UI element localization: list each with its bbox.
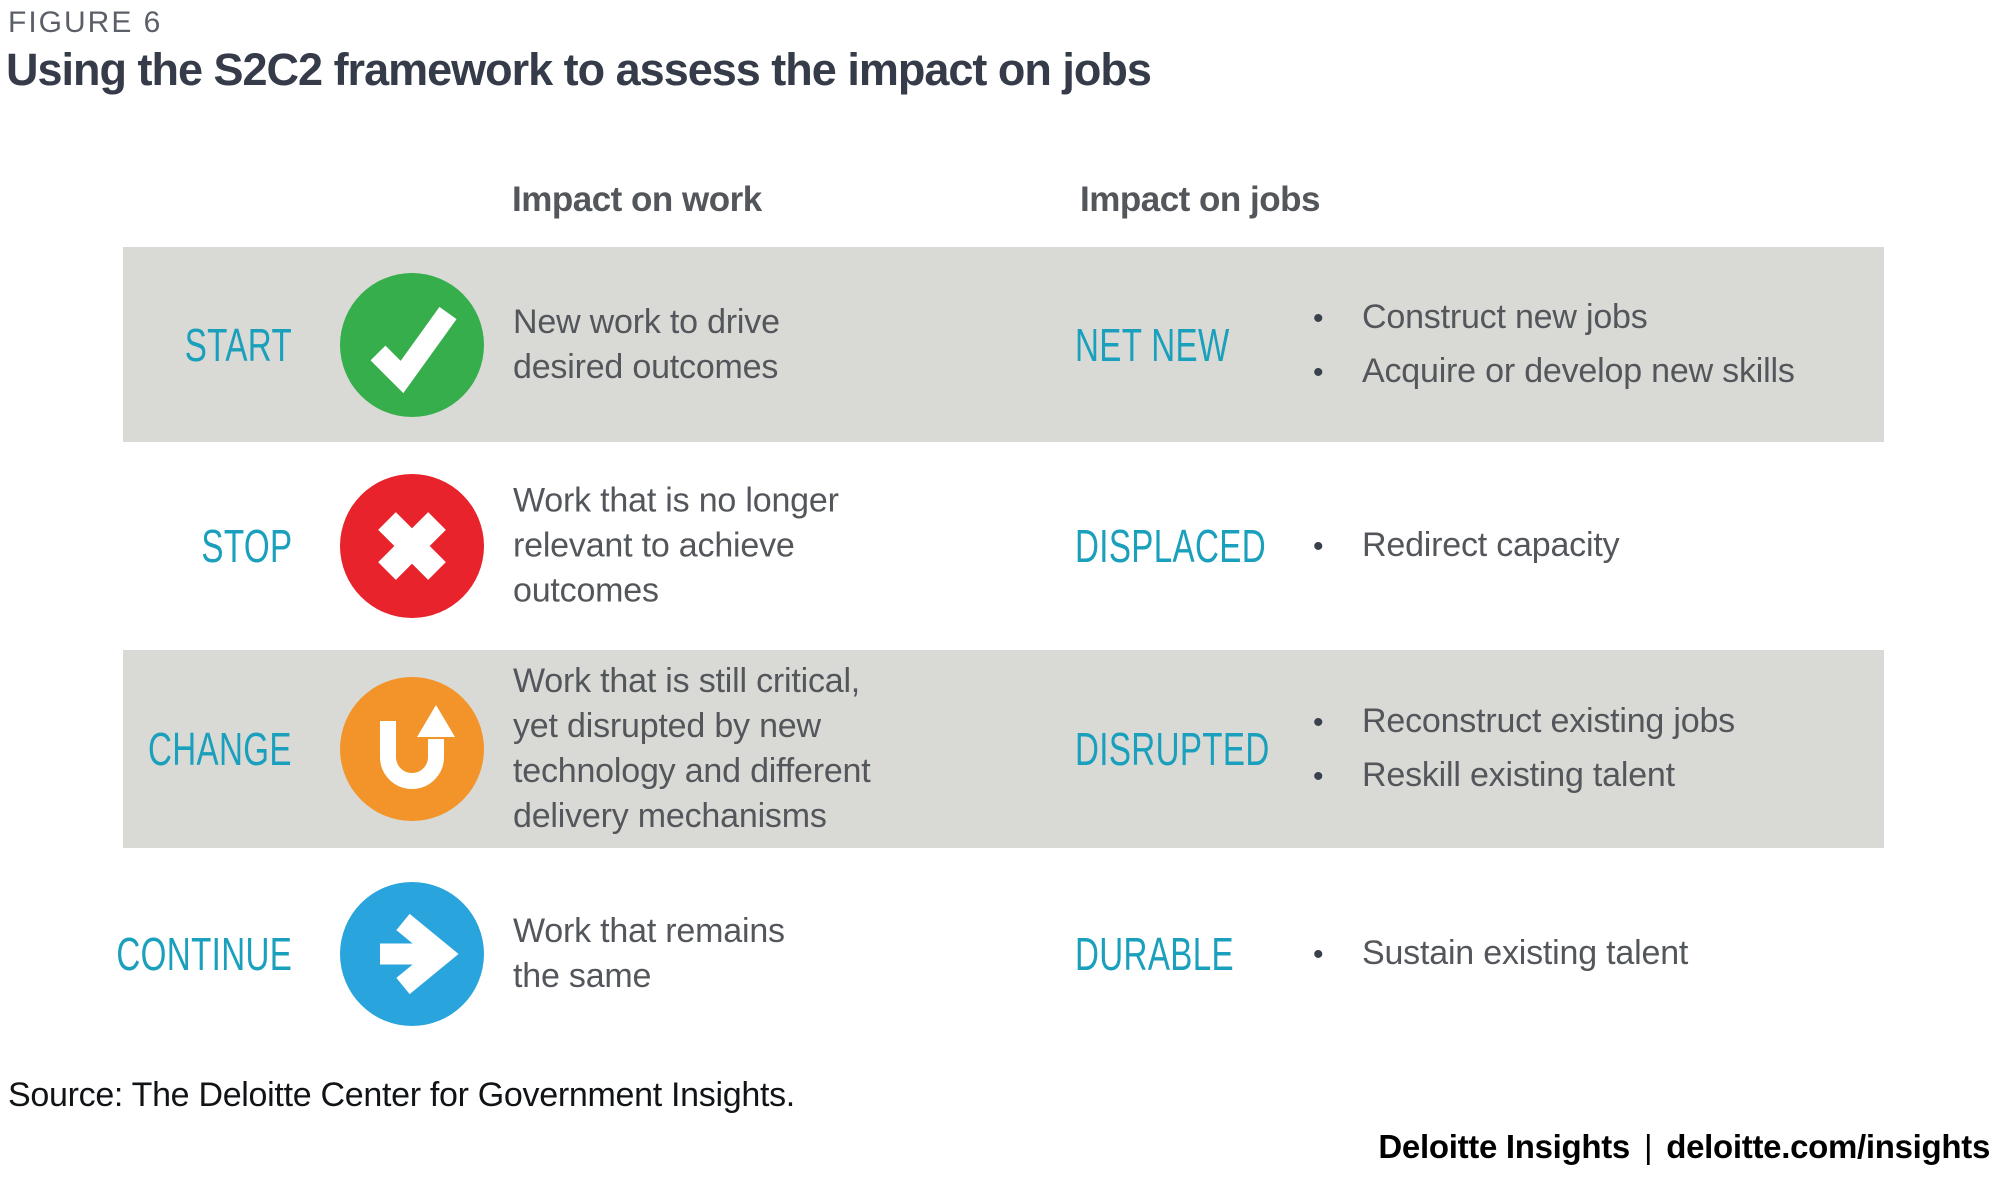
footer-site: deloitte.com/insights bbox=[1666, 1128, 1990, 1165]
u-turn-arrow-icon bbox=[340, 677, 484, 821]
figure-number-label: FIGURE 6 bbox=[8, 6, 163, 39]
job-bullet-list: • Redirect capacity bbox=[1313, 519, 1893, 573]
table-row-change: CHANGE Work that is still critical, yet … bbox=[0, 650, 2000, 848]
list-item: • Redirect capacity bbox=[1313, 519, 1893, 573]
bullet-icon: • bbox=[1313, 706, 1324, 739]
action-label-change: CHANGE bbox=[148, 723, 292, 775]
footer-separator: | bbox=[1643, 1128, 1653, 1165]
list-item: • Reskill existing talent bbox=[1313, 749, 1893, 803]
table-row-stop: STOP Work that is no longer relevant to … bbox=[0, 442, 2000, 650]
x-icon bbox=[340, 474, 484, 618]
list-item: • Construct new jobs bbox=[1313, 291, 1893, 345]
work-impact-text: Work that is still critical, yet disrupt… bbox=[513, 662, 871, 835]
column-header-impact-on-jobs: Impact on jobs bbox=[1080, 180, 1320, 219]
bullet-icon: • bbox=[1313, 938, 1324, 971]
work-impact-text: Work that is no longer relevant to achie… bbox=[513, 481, 839, 610]
bullet-icon: • bbox=[1313, 301, 1324, 335]
work-impact-text: Work that remains the same bbox=[513, 912, 785, 995]
framework-table: START New work to drive desired outcomes… bbox=[0, 247, 2000, 1060]
list-item: • Sustain existing talent bbox=[1313, 927, 1893, 981]
source-note: Source: The Deloitte Center for Governme… bbox=[8, 1076, 795, 1114]
bullet-icon: • bbox=[1313, 760, 1324, 793]
figure-title: Using the S2C2 framework to assess the i… bbox=[6, 44, 1152, 95]
job-label-displaced: DISPLACED bbox=[1075, 520, 1266, 572]
footer-branding: Deloitte Insights | deloitte.com/insights bbox=[1378, 1128, 1990, 1166]
job-bullet-list: • Sustain existing talent bbox=[1313, 927, 1893, 981]
table-row-continue: CONTINUE Work that remains the same DURA… bbox=[0, 848, 2000, 1060]
job-bullet-list: • Reconstruct existing jobs • Reskill exis… bbox=[1313, 695, 1893, 803]
action-label-start: START bbox=[184, 318, 292, 371]
job-label-net-new: NET NEW bbox=[1075, 318, 1230, 371]
list-item: • Acquire or develop new skills bbox=[1313, 345, 1893, 399]
check-icon bbox=[340, 272, 484, 417]
bullet-icon: • bbox=[1313, 530, 1324, 563]
bullet-icon: • bbox=[1313, 355, 1324, 389]
list-item: • Reconstruct existing jobs bbox=[1313, 695, 1893, 749]
work-impact-text: New work to drive desired outcomes bbox=[513, 302, 780, 386]
column-header-impact-on-work: Impact on work bbox=[512, 180, 762, 219]
footer-brand: Deloitte Insights bbox=[1378, 1128, 1630, 1165]
job-bullet-list: • Construct new jobs • Acquire or develop … bbox=[1313, 291, 1893, 399]
action-label-stop: STOP bbox=[200, 520, 292, 572]
right-arrow-icon bbox=[340, 882, 484, 1026]
table-row-start: START New work to drive desired outcomes… bbox=[0, 247, 2000, 442]
job-label-durable: DURABLE bbox=[1075, 928, 1234, 980]
action-label-continue: CONTINUE bbox=[116, 928, 292, 980]
job-label-disrupted: DISRUPTED bbox=[1075, 723, 1270, 775]
